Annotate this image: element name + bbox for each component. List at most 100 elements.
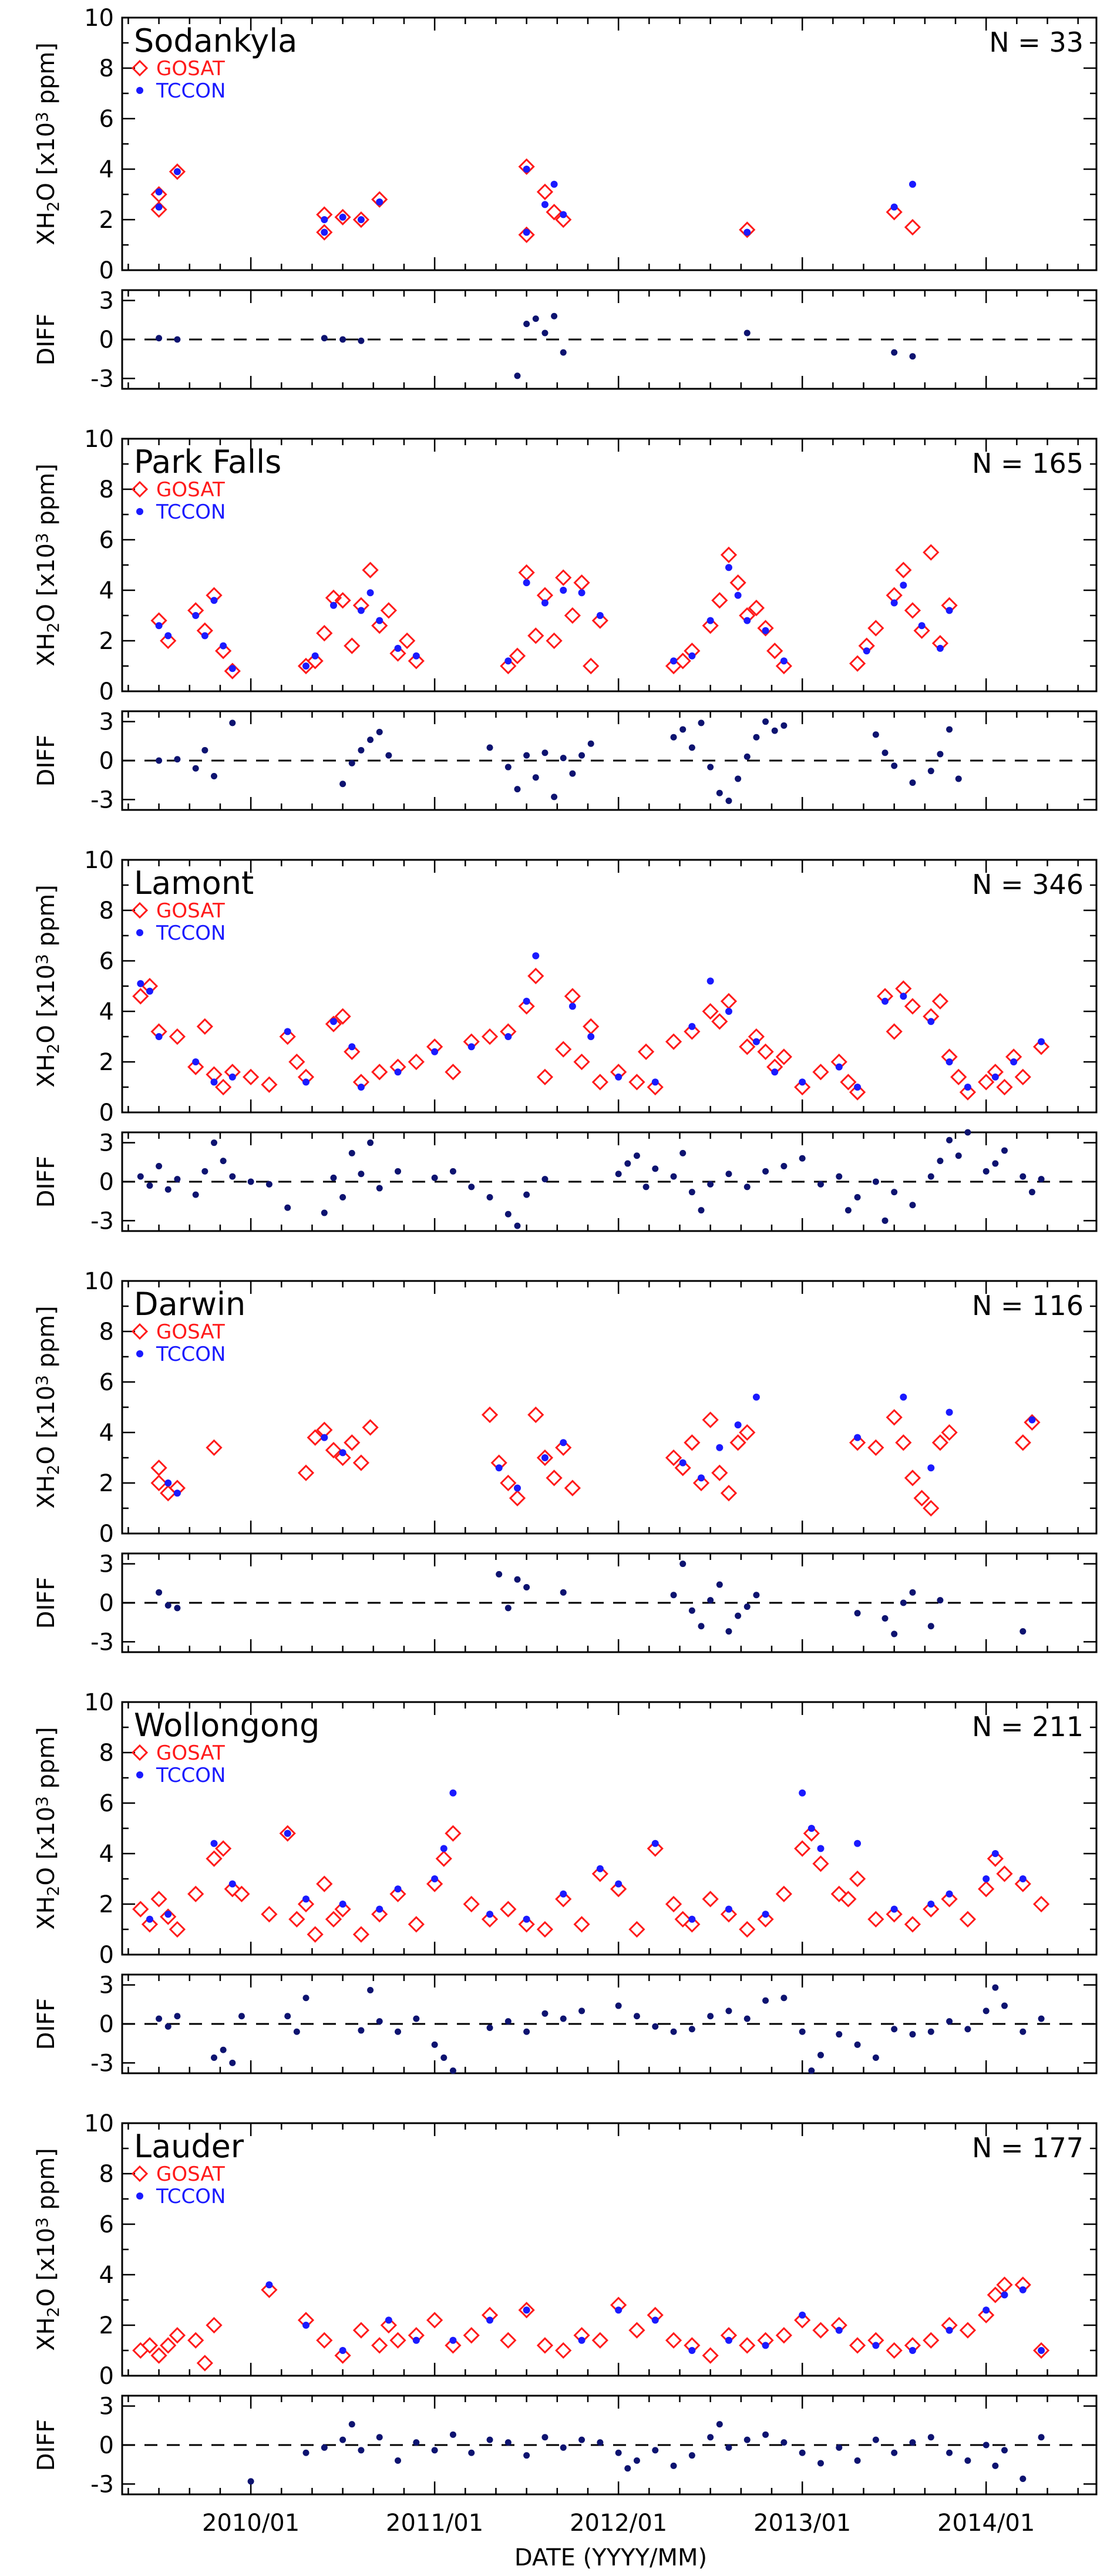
diff-point <box>771 727 778 734</box>
diff-point <box>541 2434 549 2441</box>
diff-point <box>707 1181 714 1188</box>
tccon-point <box>431 1875 439 1882</box>
gosat-point <box>739 1038 756 1055</box>
gosat-point <box>959 1911 977 1928</box>
diff-point <box>431 2041 438 2048</box>
tccon-point <box>228 1073 236 1081</box>
diff-point <box>688 1189 695 1196</box>
gosat-point <box>555 569 572 586</box>
gosat-point <box>923 1499 940 1517</box>
diff-y-axis-title: DIFF <box>33 1577 60 1629</box>
station-name: Lauder <box>134 2128 244 2165</box>
diff-point <box>854 2457 861 2464</box>
diff-point <box>670 734 677 741</box>
gosat-point <box>527 627 544 644</box>
diff-point <box>367 1139 374 1146</box>
y-tick-label: 4 <box>99 156 114 183</box>
diff-point <box>265 1181 272 1188</box>
diff-point <box>523 1583 530 1590</box>
diff-y-axis-title: DIFF <box>33 1998 60 2050</box>
tccon-point <box>339 1449 346 1457</box>
gosat-point <box>316 624 333 642</box>
diff-point <box>891 1630 898 1637</box>
y-tick-label: 4 <box>99 1841 114 1868</box>
gosat-point <box>160 1908 177 1925</box>
tccon-point <box>918 622 926 630</box>
gosat-point <box>316 1875 333 1892</box>
gosat-point <box>904 602 921 619</box>
gosat-point <box>141 1916 159 1933</box>
diff-point <box>449 2431 456 2438</box>
gosat-point <box>867 620 884 637</box>
main-plot-frame <box>121 859 1098 1114</box>
gosat-point <box>344 637 361 654</box>
tccon-point <box>927 1018 935 1025</box>
tccon-point <box>201 632 208 640</box>
tccon-point <box>357 216 365 223</box>
gosat-point <box>628 2322 645 2339</box>
gosat-point <box>445 2337 462 2354</box>
y-tick-label: -3 <box>90 2050 114 2077</box>
diff-point <box>982 1168 990 1175</box>
gosat-point <box>849 1870 866 1888</box>
diff-point <box>698 719 705 727</box>
gosat-point <box>720 993 738 1010</box>
diff-point <box>560 2015 567 2022</box>
tccon-point <box>220 642 227 650</box>
tccon-point <box>560 587 567 594</box>
diff-point <box>1038 2015 1045 2022</box>
gosat-point <box>160 1485 177 1502</box>
gosat-point <box>867 1911 884 1928</box>
diff-y-axis-title: DIFF <box>33 1156 60 1208</box>
gosat-point <box>261 1906 278 1923</box>
gosat-point <box>665 1033 682 1050</box>
gosat-point <box>840 1891 857 1908</box>
gosat-legend-marker <box>131 59 149 77</box>
diff-point <box>909 353 916 360</box>
diff-point <box>909 1589 916 1596</box>
main-y-axis-title: XH2O [x103 ppm] <box>32 885 63 1088</box>
tccon-point <box>651 2316 659 2324</box>
gosat-point <box>426 1875 443 1892</box>
gosat-point <box>169 2327 186 2344</box>
tccon-point <box>900 1393 907 1401</box>
gosat-point <box>830 1885 847 1902</box>
diff-point <box>1019 2028 1027 2035</box>
tccon-point <box>541 1454 549 1461</box>
tccon-point <box>909 2347 916 2354</box>
axis-title-part: XH <box>33 1475 60 1508</box>
gosat-point <box>399 632 416 650</box>
gosat-point <box>141 2337 159 2354</box>
diff-point <box>615 2002 622 2009</box>
tccon-point <box>587 1033 595 1040</box>
subscript: 2 <box>43 1464 63 1475</box>
diff-point <box>946 1136 953 1144</box>
y-tick-label: 2 <box>99 2312 114 2339</box>
diff-point <box>670 2462 677 2469</box>
y-tick-label: 6 <box>99 948 114 975</box>
diff-point <box>486 1194 493 1201</box>
diff-point <box>238 2013 245 2020</box>
gosat-point <box>739 2337 756 2354</box>
diff-point <box>927 2028 934 2035</box>
gosat-point <box>996 2276 1013 2293</box>
gosat-point <box>739 221 756 238</box>
y-tick-label: 0 <box>99 1169 114 1196</box>
y-tick-label: 10 <box>84 2110 114 2137</box>
gosat-point <box>297 1464 315 1481</box>
gosat-point <box>132 988 149 1005</box>
gosat-point <box>169 1028 186 1045</box>
gosat-point <box>812 1855 829 1872</box>
gosat-point <box>206 2316 223 2334</box>
diff-point <box>156 757 163 764</box>
gosat-point <box>895 561 912 579</box>
diff-point <box>156 1162 163 1169</box>
gosat-point <box>1032 1895 1050 1913</box>
gosat-point <box>573 574 590 591</box>
gosat-point <box>224 663 241 680</box>
gosat-point <box>803 1825 820 1842</box>
diff-point <box>339 2436 346 2443</box>
gosat-point <box>849 1084 866 1101</box>
